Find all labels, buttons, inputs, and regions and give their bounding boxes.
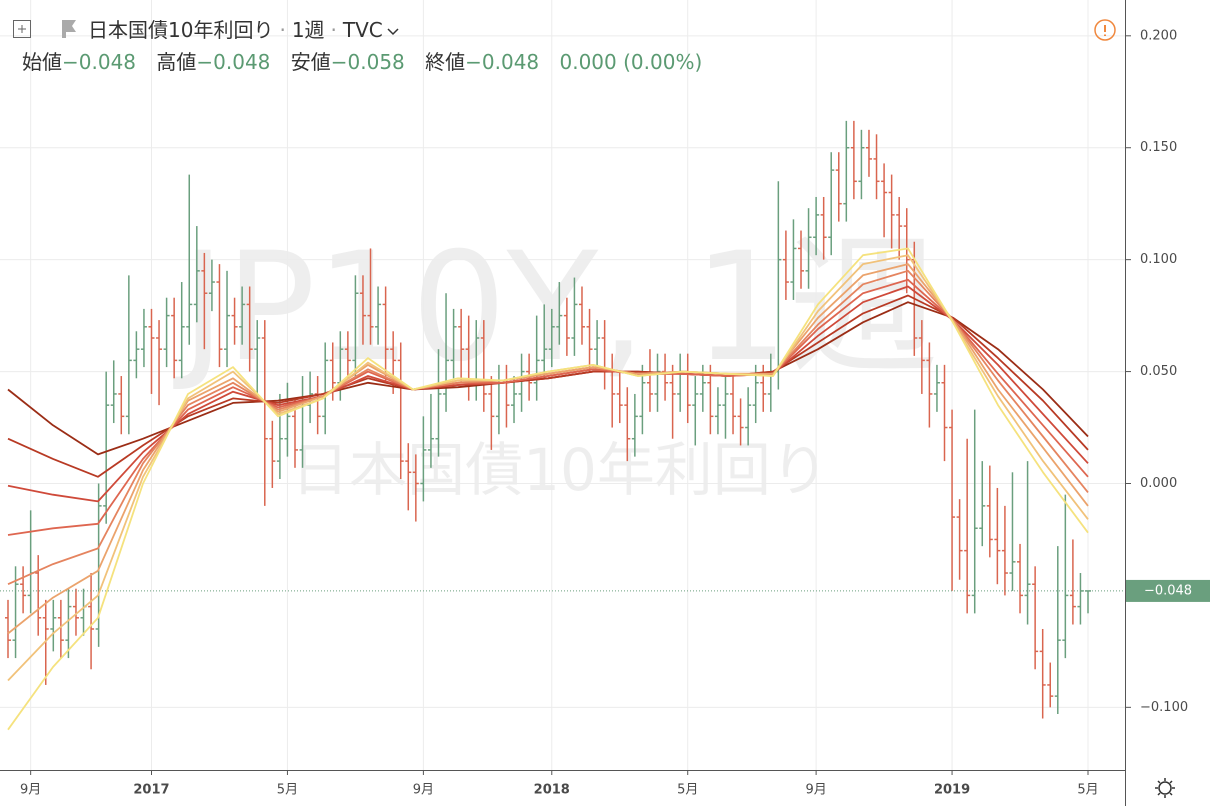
y-tick-label: −0.100 xyxy=(1140,700,1188,715)
y-tick-label: 0.000 xyxy=(1140,476,1177,491)
watermark-subtitle: 日本国債10年利回り xyxy=(291,436,829,504)
header-icons xyxy=(13,20,76,38)
low-value: −0.058 xyxy=(330,50,405,74)
last-price-label: −0.048 xyxy=(1144,583,1192,598)
warning-icon[interactable] xyxy=(1094,19,1116,41)
moving-average-line xyxy=(7,278,1089,536)
plot xyxy=(0,120,1125,731)
y-tick-label: 0.200 xyxy=(1140,28,1177,43)
moving-average-line xyxy=(7,294,1089,478)
header-title-row: 日本国債10年利回り · 1週 · TVC xyxy=(88,14,400,43)
x-tick-label: 9月 xyxy=(413,783,434,798)
gear-teeth[interactable] xyxy=(1155,778,1175,798)
low-label: 安値 xyxy=(290,50,331,74)
change-value: 0.000 (0.00%) xyxy=(559,50,703,74)
x-tick-label: 9月 xyxy=(20,783,41,798)
x-tick-label: 5月 xyxy=(277,783,298,798)
x-tick-label: 2018 xyxy=(534,783,570,798)
separator: · xyxy=(279,18,286,42)
watermark: JP10Y, 1週 xyxy=(173,221,939,395)
flag-icon[interactable] xyxy=(62,20,76,38)
x-tick-label: 5月 xyxy=(1077,783,1098,798)
moving-average-line xyxy=(7,263,1089,635)
interval[interactable]: 1週 xyxy=(291,18,325,42)
high-label: 高値 xyxy=(156,50,197,74)
x-tick-label: 2017 xyxy=(133,783,169,798)
y-tick-label: 0.100 xyxy=(1140,252,1177,267)
dropdown-caret[interactable] xyxy=(386,24,400,38)
close-label: 終値 xyxy=(425,50,466,74)
source[interactable]: TVC xyxy=(342,18,383,42)
settings-icon[interactable] xyxy=(1155,778,1175,798)
open-value: −0.048 xyxy=(62,50,137,74)
moving-average-line xyxy=(7,247,1089,731)
high-value: −0.048 xyxy=(196,50,271,74)
expand-icon[interactable] xyxy=(13,20,31,38)
ohlc-legend: 始値−0.048 高値−0.048 安値−0.058 終値−0.048 0.00… xyxy=(22,46,702,75)
x-tick-label: 2019 xyxy=(934,783,970,798)
y-tick-label: 0.150 xyxy=(1140,140,1177,155)
close-value: −0.048 xyxy=(465,50,540,74)
warning-circle[interactable] xyxy=(1094,19,1116,41)
x-tick-label: 9月 xyxy=(805,783,826,798)
last-price-badge xyxy=(1126,579,1210,602)
y-tick-label: 0.050 xyxy=(1140,364,1177,379)
gear[interactable] xyxy=(1158,781,1172,795)
open-label: 始値 xyxy=(22,50,62,74)
separator: · xyxy=(330,18,337,42)
grid xyxy=(0,0,1125,770)
caret[interactable] xyxy=(387,28,399,36)
expand-plus[interactable] xyxy=(18,25,26,33)
x-tick-label: 5月 xyxy=(677,783,698,798)
symbol-title: 日本国債10年利回り xyxy=(88,18,274,42)
